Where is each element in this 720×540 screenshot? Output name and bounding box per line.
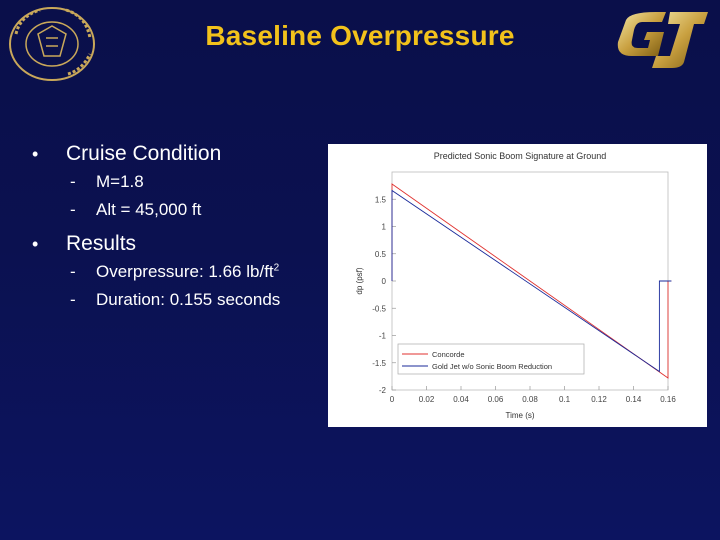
chart-svg: Predicted Sonic Boom Signature at Ground… — [355, 151, 676, 420]
x-tick-label: 0.04 — [453, 395, 469, 404]
y-tick-label: 0 — [382, 277, 387, 286]
sub-bullet: - Alt = 45,000 ft — [70, 196, 328, 224]
x-tick-label: 0.1 — [559, 395, 571, 404]
x-tick-label: 0.06 — [488, 395, 504, 404]
sub-bullet-text: Overpressure: 1.66 lb/ft — [96, 262, 274, 281]
bullet-list: • Cruise Condition - M=1.8 - Alt = 45,00… — [28, 140, 328, 314]
sub-bullet: - M=1.8 — [70, 168, 328, 196]
legend-label: Gold Jet w/o Sonic Boom Reduction — [432, 362, 552, 371]
bullet-cruise-condition: • Cruise Condition — [28, 140, 328, 168]
sub-bullet-text: M=1.8 — [96, 172, 144, 191]
sonic-boom-chart: Predicted Sonic Boom Signature at Ground… — [328, 144, 707, 427]
x-tick-label: 0.12 — [591, 395, 607, 404]
y-tick-label: -1 — [379, 332, 387, 341]
bullet-label: Results — [66, 232, 137, 255]
bullet-label: Cruise Condition — [66, 142, 222, 165]
x-tick-label: 0.08 — [522, 395, 538, 404]
y-axis-label: dp (psf) — [355, 267, 364, 294]
bullet-dot: • — [32, 144, 39, 164]
x-tick-label: 0.02 — [419, 395, 435, 404]
legend-box — [397, 343, 585, 375]
legend-label: Concorde — [432, 350, 465, 359]
y-tick-label: -0.5 — [372, 304, 386, 313]
superscript: 2 — [273, 262, 280, 274]
purdue-logo — [9, 7, 95, 81]
x-tick-label: 0 — [390, 395, 395, 404]
x-tick-label: 0.14 — [626, 395, 642, 404]
y-tick-label: -1.5 — [372, 359, 386, 368]
chart-title: Predicted Sonic Boom Signature at Ground — [434, 151, 607, 161]
series-line-2 — [391, 189, 672, 373]
bullet-results: • Results — [28, 230, 328, 258]
y-tick-label: 1 — [382, 223, 387, 232]
bullet-dot: • — [32, 234, 39, 254]
y-tick-label: 0.5 — [375, 250, 387, 259]
slide-title: Baseline Overpressure — [205, 20, 515, 51]
sub-bullet-text: Alt = 45,000 ft — [96, 200, 202, 219]
gj-logo — [617, 12, 708, 68]
sub-bullet: - Duration: 0.155 seconds — [70, 286, 328, 314]
x-tick-label: 0.16 — [660, 395, 676, 404]
y-tick-label: 1.5 — [375, 195, 387, 204]
sub-bullet: - Overpressure: 1.66 lb/ft2 — [70, 262, 280, 281]
sub-bullet-text: Duration: 0.155 seconds — [96, 290, 281, 309]
y-tick-label: -2 — [379, 386, 387, 395]
x-axis-label: Time (s) — [505, 411, 534, 420]
